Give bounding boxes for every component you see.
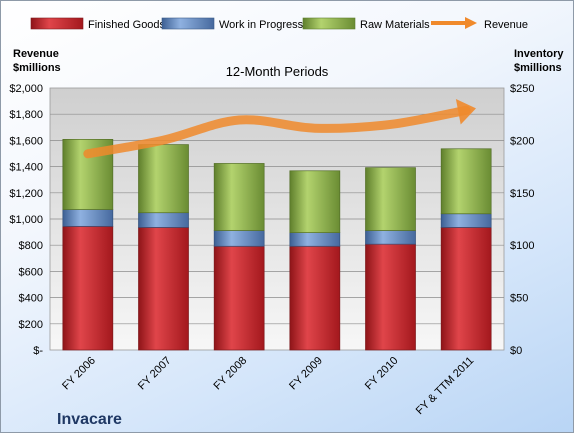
bar-raw-materials xyxy=(213,163,265,231)
left-tick-label: $2,000 xyxy=(9,83,43,95)
left-tick-label: $400 xyxy=(19,293,43,305)
legend-label-raw-materials: Raw Materials xyxy=(360,19,430,31)
bar-finished-goods xyxy=(440,227,492,351)
bar-finished-goods xyxy=(62,225,114,351)
x-tick-label: FY & TTM 2011 xyxy=(414,355,477,418)
bar-work-in-progress xyxy=(213,230,265,247)
bar-work-in-progress xyxy=(62,209,114,227)
bar-work-in-progress xyxy=(440,213,492,228)
legend-swatch-finished-goods xyxy=(30,17,84,30)
revenue-line-path xyxy=(83,105,471,159)
bar-raw-materials xyxy=(289,170,341,233)
right-tick-label: $250 xyxy=(510,83,534,95)
revenue-line xyxy=(83,98,476,159)
right-tick-label: $50 xyxy=(510,293,528,305)
bar-work-in-progress xyxy=(365,230,416,245)
company-name: Invacare xyxy=(57,411,122,428)
chart-title: 12-Month Periods xyxy=(226,64,329,79)
x-tick-label: FY 2007 xyxy=(136,355,174,393)
right-tick-label: $150 xyxy=(510,188,534,200)
left-tick-label: $1,600 xyxy=(9,135,43,147)
revenue-arrow-head xyxy=(455,98,476,125)
right-axis-ticks: $0 $50 $100 $150 $200 $250 xyxy=(510,83,534,357)
bar-work-in-progress xyxy=(289,232,341,247)
bar-raw-materials xyxy=(138,144,189,214)
legend-label-work-in-progress: Work in Progress xyxy=(219,19,304,31)
x-tick-label: FY 2008 xyxy=(212,355,250,393)
left-axis-title-line2: $millions xyxy=(13,62,61,74)
x-tick-label: FY 2009 xyxy=(287,355,325,393)
right-tick-label: $0 xyxy=(510,345,522,357)
bar-work-in-progress xyxy=(138,212,189,228)
gridlines xyxy=(50,113,504,325)
left-axis-ticks: $- $200 $400 $600 $800 $1,000 $1,200 $1,400 $1,6… xyxy=(9,83,43,357)
left-tick-label: $800 xyxy=(19,240,43,252)
x-tick-label: FY 2006 xyxy=(60,355,98,393)
left-tick-label: $600 xyxy=(19,266,43,278)
right-axis-title-line1: Inventory xyxy=(514,48,564,60)
legend-swatch-raw-materials xyxy=(302,17,356,30)
legend-swatch-work-in-progress xyxy=(161,17,215,30)
left-tick-label: $200 xyxy=(19,319,43,331)
bar-finished-goods xyxy=(213,245,265,351)
left-tick-label: $1,200 xyxy=(9,188,43,200)
legend: Finished Goods Work in Progress Raw Mate… xyxy=(30,17,528,31)
bar-raw-materials xyxy=(440,148,492,215)
bar-finished-goods xyxy=(365,243,416,351)
legend-label-revenue: Revenue xyxy=(484,19,528,31)
left-tick-label: $1,000 xyxy=(9,214,43,226)
legend-label-finished-goods: Finished Goods xyxy=(88,19,166,31)
x-tick-label: FY 2010 xyxy=(363,355,401,393)
left-axis-title-line1: Revenue xyxy=(13,48,59,60)
left-tick-label: $- xyxy=(33,345,43,357)
bar-finished-goods xyxy=(138,227,189,351)
right-tick-label: $100 xyxy=(510,240,534,252)
right-tick-label: $200 xyxy=(510,135,534,147)
legend-swatch-revenue xyxy=(431,17,477,29)
left-tick-label: $1,800 xyxy=(9,109,43,121)
x-axis-labels: FY 2006 FY 2007 FY 2008 FY 2009 FY 2010 FY & … xyxy=(60,355,476,418)
left-tick-label: $1,400 xyxy=(9,162,43,174)
bar-finished-goods xyxy=(289,245,341,351)
right-axis-title-line2: $millions xyxy=(514,62,562,74)
bar-raw-materials xyxy=(365,167,416,231)
